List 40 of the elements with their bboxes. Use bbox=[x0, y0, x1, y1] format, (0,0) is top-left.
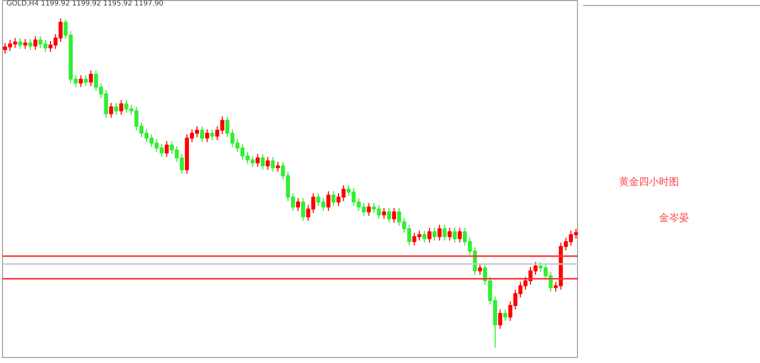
candlestick bbox=[114, 102, 118, 116]
candlestick bbox=[33, 36, 38, 50]
text: 金岑晏 bbox=[659, 212, 689, 226]
candlestick bbox=[260, 153, 265, 170]
candlestick bbox=[164, 140, 169, 158]
candlestick bbox=[442, 224, 447, 242]
candlestick bbox=[478, 263, 482, 276]
candlestick bbox=[392, 207, 396, 224]
candlestick bbox=[119, 99, 124, 116]
candlestick bbox=[382, 207, 386, 220]
candlestick bbox=[366, 202, 371, 216]
candlestick bbox=[438, 224, 442, 242]
candlestick bbox=[452, 227, 457, 244]
candlestick bbox=[276, 161, 280, 172]
candlestick bbox=[331, 190, 336, 207]
candlestick bbox=[498, 308, 502, 330]
text: 黄金四小时图 bbox=[619, 176, 679, 190]
candlestick bbox=[109, 102, 114, 118]
candlestick bbox=[270, 156, 275, 172]
candlestick bbox=[422, 230, 426, 244]
candlestick bbox=[503, 308, 508, 322]
candlestick bbox=[23, 38, 28, 50]
candlestick bbox=[301, 198, 306, 222]
candlestick bbox=[18, 38, 22, 50]
candlestick bbox=[256, 153, 260, 168]
candlestick bbox=[205, 128, 210, 143]
candlestick bbox=[28, 38, 32, 50]
candlestick bbox=[200, 126, 204, 143]
candlestick bbox=[266, 156, 270, 170]
candlestick bbox=[88, 70, 93, 87]
candlestick bbox=[458, 227, 462, 244]
candlestick bbox=[78, 74, 83, 88]
candlestick bbox=[326, 190, 330, 212]
candlestick bbox=[84, 74, 88, 87]
candlestick bbox=[387, 207, 392, 224]
candlestick bbox=[448, 227, 452, 242]
candlestick bbox=[210, 128, 214, 141]
candlestick bbox=[427, 227, 432, 244]
candlestick bbox=[296, 198, 300, 212]
candlestick bbox=[432, 227, 437, 242]
